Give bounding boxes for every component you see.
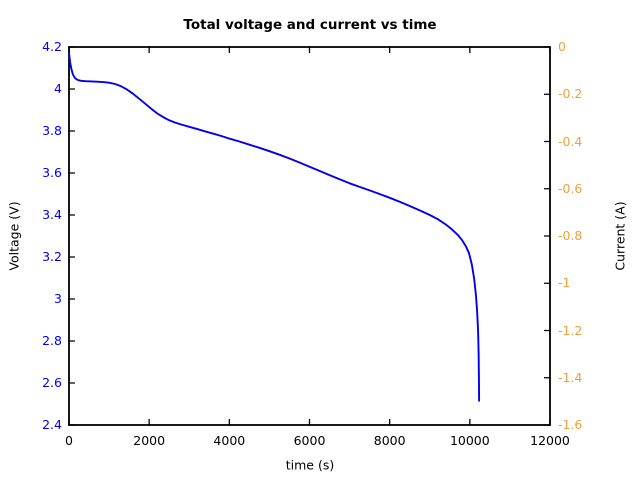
x-tick-label: 4000: [213, 433, 246, 448]
voltage-tick-label: 3.4: [42, 206, 62, 222]
x-tick-label: 2000: [133, 433, 166, 448]
y-axis-label-current: Current (A): [612, 201, 628, 271]
voltage-tick-label: 3.6: [42, 164, 62, 180]
tick-marks: [68, 46, 551, 426]
voltage-tick-label: 3.2: [42, 248, 62, 264]
x-tick-label: 0: [65, 433, 73, 448]
voltage-curve: [68, 52, 481, 402]
current-tick-label: -1.2: [558, 322, 583, 338]
voltage-tick-label: 3.8: [42, 122, 62, 138]
current-tick-label: -0.4: [558, 133, 583, 149]
current-tick-label: -0.8: [558, 227, 583, 243]
current-tick-label: 0: [558, 38, 566, 54]
x-tick-label: 8000: [373, 433, 406, 448]
voltage-tick-label: 2.6: [42, 374, 62, 390]
x-tick-label: 12000: [530, 433, 570, 448]
current-tick-label: -1.4: [558, 369, 583, 385]
voltage-tick-label: 3: [54, 290, 62, 306]
y-axis-label-voltage: Voltage (V): [6, 201, 22, 271]
current-tick-label: -1: [558, 275, 571, 290]
voltage-tick-label: 2.8: [42, 332, 62, 348]
x-axis-label: time (s): [285, 457, 335, 473]
current-tick-label: -0.2: [558, 86, 583, 101]
x-tick-label: 10000: [449, 433, 490, 448]
plot-frame: [68, 46, 551, 426]
current-tick-label: -0.6: [558, 180, 583, 196]
voltage-tick-label: 2.4: [42, 416, 62, 432]
voltage-tick-label: 4: [54, 80, 62, 96]
x-tick-label: 6000: [293, 433, 326, 448]
chart-title: Total voltage and current vs time: [183, 17, 437, 33]
voltage-tick-label: 4.2: [42, 38, 62, 54]
current-tick-label: -1.6: [558, 416, 583, 432]
